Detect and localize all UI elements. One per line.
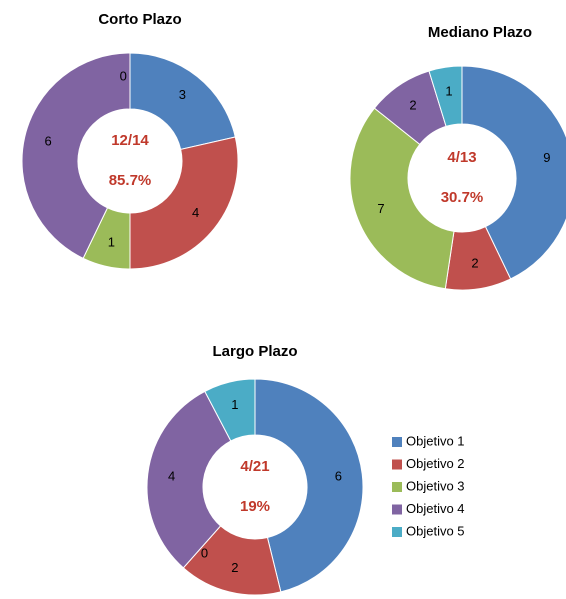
donut-slice — [204, 378, 256, 442]
donut-slice — [428, 65, 463, 128]
data-label: 2 — [409, 98, 416, 113]
data-label: 9 — [543, 150, 550, 165]
donut-slice — [129, 136, 239, 270]
donut-slice — [349, 107, 455, 290]
legend-swatch — [392, 437, 402, 447]
legend-label: Objetivo 3 — [406, 478, 465, 493]
legend-label: Objetivo 4 — [406, 501, 465, 516]
data-label: 6 — [44, 134, 51, 149]
legend-label: Objetivo 5 — [406, 523, 465, 538]
data-label: 4 — [192, 205, 199, 220]
data-label: 1 — [231, 397, 238, 412]
data-label: 0 — [120, 69, 127, 84]
data-label: 3 — [179, 87, 186, 102]
data-label: 0 — [201, 546, 208, 561]
legend-swatch — [392, 504, 402, 515]
data-label: 4 — [168, 468, 175, 483]
chart-title: Largo Plazo — [212, 343, 297, 360]
center-label: 4/21 — [240, 458, 269, 475]
donut-slice — [21, 52, 131, 259]
data-label: 2 — [231, 560, 238, 575]
center-label: 19% — [240, 498, 270, 515]
chart-title: Mediano Plazo — [428, 24, 532, 41]
center-label: 85.7% — [109, 172, 152, 189]
chart-title: Corto Plazo — [98, 11, 181, 28]
donut-slice — [254, 378, 364, 593]
legend-swatch — [392, 482, 402, 492]
data-label: 2 — [471, 255, 478, 270]
center-label: 12/14 — [111, 132, 149, 149]
legend-label: Objetivo 2 — [406, 456, 465, 471]
center-label: 4/13 — [447, 149, 476, 166]
donut-slice — [146, 390, 232, 569]
data-label: 7 — [377, 201, 384, 216]
donut-slice — [461, 65, 566, 280]
legend-swatch — [392, 527, 402, 537]
data-label: 1 — [445, 83, 452, 98]
data-label: 6 — [335, 468, 342, 483]
donut-slice — [129, 52, 236, 151]
data-label: 1 — [108, 234, 115, 249]
legend-swatch — [392, 459, 402, 470]
center-label: 30.7% — [441, 189, 484, 206]
legend-label: Objetivo 1 — [406, 433, 465, 448]
